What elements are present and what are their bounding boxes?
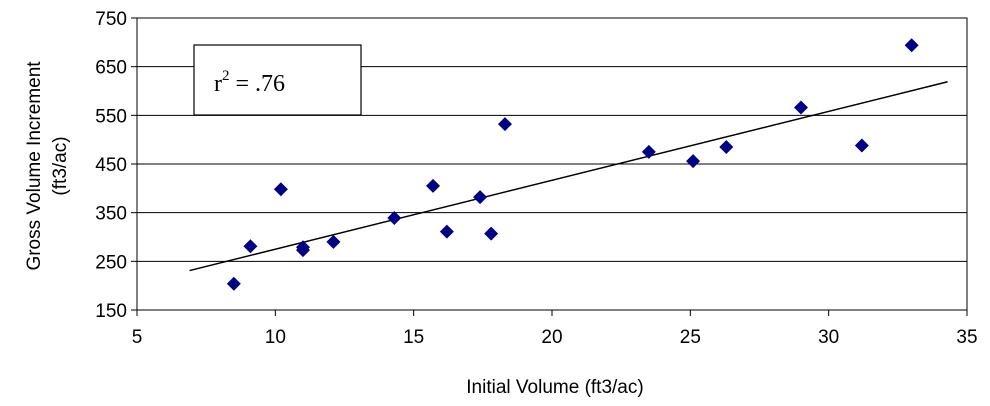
r-squared-box — [193, 44, 362, 116]
y-tick-label: 750 — [95, 9, 127, 30]
data-point — [719, 139, 734, 154]
data-point — [387, 211, 402, 226]
x-tick-label: 20 — [541, 327, 562, 348]
x-tick-label: 30 — [818, 327, 839, 348]
data-point — [273, 182, 288, 197]
x-tick-label: 10 — [265, 327, 286, 348]
y-axis-title-line2: (ft3/ac) — [50, 136, 71, 195]
x-tick-label: 5 — [132, 327, 143, 348]
x-tick-label: 35 — [956, 327, 977, 348]
x-axis-title: Initial Volume (ft3/ac) — [466, 377, 643, 398]
data-points — [226, 38, 919, 291]
y-tick-label: 350 — [95, 204, 127, 225]
x-tick-label: 25 — [680, 327, 701, 348]
x-tick-label: 15 — [403, 327, 424, 348]
data-point — [426, 178, 441, 193]
y-tick-label: 250 — [95, 252, 127, 273]
data-point — [794, 100, 808, 115]
y-tick-label: 550 — [95, 106, 127, 127]
data-point — [439, 224, 454, 239]
data-point — [296, 243, 310, 258]
data-point — [904, 38, 919, 53]
data-point — [473, 190, 488, 205]
y-tick-label: 450 — [95, 155, 127, 176]
r-squared-label: r2 = .76 — [214, 68, 285, 97]
data-point — [243, 239, 258, 254]
data-point — [326, 234, 341, 249]
data-point — [686, 154, 701, 169]
y-tick-labels: 150 250 350 450 550 650 750 — [95, 9, 127, 322]
y-axis-title-line1: Gross Volume Increment — [24, 61, 45, 271]
tick-marks — [131, 17, 968, 316]
trendline — [189, 81, 948, 272]
r-squared-annotation: r2 = .76 — [193, 44, 362, 116]
r-squared-base: r — [214, 71, 222, 97]
data-point — [854, 138, 869, 153]
y-tick-label: 150 — [95, 301, 127, 322]
y-tick-label: 650 — [95, 58, 127, 79]
r-squared-value: = .76 — [230, 71, 286, 97]
data-point — [641, 144, 656, 159]
r-squared-exponent: 2 — [222, 68, 230, 84]
x-tick-labels: 5 10 15 20 25 30 35 — [132, 327, 978, 348]
data-point — [484, 226, 499, 241]
data-point — [497, 117, 512, 132]
data-point — [226, 276, 241, 291]
